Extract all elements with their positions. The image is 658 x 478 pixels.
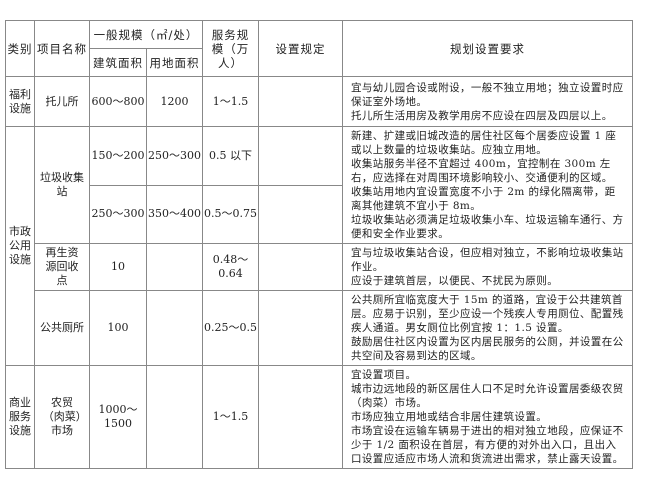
category-cell: 福利设施: [5, 76, 35, 127]
table-row: 商业服务设施 农贸（肉菜）市场 1000～1500 1～1.5 宜设置项目。 城…: [5, 365, 633, 469]
requirements-cell: 新建、扩建或旧城改造的居住社区每个居委应设置 1 座或以上数量的垃圾收集站。应独…: [342, 126, 633, 244]
requirement-line: 垃圾收集站必须满足垃圾收集小车、垃圾运输车通行、方便和安全作业要求。: [351, 214, 624, 240]
requirement-line: 宜与垃圾收集站合设，但应相对独立，不影响垃圾收集站作业。: [351, 247, 624, 273]
requirement-line: 新建、扩建或旧城改造的居住社区每个居委应设置 1 座或以上数量的垃圾收集站。应独…: [351, 130, 617, 156]
name-cell: 农贸（肉菜）市场: [34, 365, 90, 469]
building-area-cell: 600～800: [89, 76, 147, 127]
requirement-line: 城市边远地段的新区居住人口不足时允许设置居委级农贸（肉菜）市场。: [351, 383, 624, 409]
rules-cell: [258, 290, 343, 366]
requirements-cell: 宜与垃圾收集站合设，但应相对独立，不影响垃圾收集站作业。 应设于建筑首层，以便民…: [342, 243, 633, 291]
rules-cell: [258, 243, 343, 291]
service-scale-cell: 0.25～0.5: [202, 290, 259, 366]
name-cell: 垃圾收集站: [34, 126, 90, 244]
land-area-cell: [146, 243, 203, 291]
requirements-cell: 宜设置项目。 城市边远地段的新区居住人口不足时允许设置居委级农贸（肉菜）市场。 …: [342, 365, 633, 469]
service-scale-cell: 0.5 以下: [202, 126, 259, 186]
requirement-line: 市场应独立用地或结合非居住建筑设置。: [351, 411, 548, 423]
header-scale-group: 一般规模（㎡/处）: [89, 20, 203, 49]
requirements-cell: 公共厕所宜临宽度大于 15m 的道路，宜设于公共建筑首层。应易于识别，至少应设一…: [342, 290, 633, 366]
requirement-line: 鼓励居住社区内设置为区内居民服务的公厕，并设置在公共空间及容易到达的区域。: [351, 336, 624, 362]
name-cell: 再生资源回收点: [34, 243, 90, 291]
table-row: 再生资源回收点 10 0.48～0.64 宜与垃圾收集站合设，但应相对独立，不影…: [6, 243, 633, 291]
building-area-cell: 250～300: [89, 184, 147, 244]
building-area-cell: 100: [89, 290, 147, 366]
land-area-cell: 350～400: [146, 184, 203, 244]
requirements-cell: 宜与幼儿园合设或附设，一般不独立用地；独立设置时应保证室外场地。 托儿所生活用房…: [342, 76, 633, 127]
requirement-line: 宜设置项目。: [351, 369, 417, 381]
requirement-line: 应设于建筑首层，以便民、不扰民为原则。: [351, 275, 559, 287]
header-requirements: 规划设置要求: [342, 20, 633, 77]
category-cell: 商业服务设施: [5, 365, 35, 469]
table-row: 福利设施 托儿所 600～800 1200 1～1.5 宜与幼儿园合设或附设，一…: [5, 76, 633, 127]
name-cell: 托儿所: [34, 76, 90, 127]
land-area-cell: [146, 365, 203, 469]
service-scale-cell: 0.5～0.75: [202, 184, 259, 244]
land-area-cell: 250～300: [146, 126, 203, 186]
header-service-scale: 服务规模（万人）: [202, 20, 259, 77]
requirement-line: 托儿所生活用房及教学用房不应设在四层及四层以上。: [351, 109, 613, 122]
rules-cell: [258, 184, 343, 244]
service-scale-cell: 1～1.5: [202, 76, 259, 127]
requirement-line: 公共厕所宜临宽度大于 15m 的道路，宜设于公共建筑首层。应易于识别，至少应设一…: [351, 294, 624, 334]
category-cell: 市政公用设施: [5, 126, 35, 366]
name-cell: 公共厕所: [34, 290, 90, 366]
land-area-cell: [146, 290, 203, 366]
table-row: 250～300 350～400 0.5～0.75: [6, 184, 633, 244]
header-rules: 设置规定: [258, 20, 343, 77]
building-area-cell: 1000～1500: [89, 365, 147, 469]
header-building-area: 建筑面积: [89, 48, 147, 77]
requirement-line: 宜与幼儿园合设或附设，一般不独立用地；独立设置时应保证室外场地。: [351, 81, 624, 108]
header-land-area: 用地面积: [146, 48, 203, 77]
requirement-line: 市场宜设在运输车辆易于进出的相对独立地段，应保证不少于 1/2 面积设在首层，有…: [351, 425, 624, 465]
service-scale-cell: 0.48～0.64: [202, 243, 259, 291]
header-category: 类别: [5, 20, 35, 77]
rules-cell: [258, 126, 343, 186]
requirement-line: 收集站用地内宜设置宽度不小于 2m 的绿化隔离带，距离其他建筑不宜小于 8m。: [351, 186, 616, 212]
building-area-cell: 10: [89, 243, 147, 291]
table-row: 市政公用设施 垃圾收集站 150～200 250～300 0.5 以下 新建、扩…: [5, 126, 633, 366]
requirement-line: 收集站服务半径不宜超过 400m，宜控制在 300m 左右，应选择在对周围环境影…: [351, 158, 613, 184]
land-area-cell: 1200: [146, 76, 203, 127]
building-area-cell: 150～200: [89, 126, 147, 186]
service-scale-cell: 1～1.5: [202, 365, 259, 469]
table-row: 公共厕所 100 0.25～0.5 公共厕所宜临宽度大于 15m 的道路，宜设于…: [6, 290, 633, 366]
rules-cell: [258, 76, 343, 127]
rules-cell: [258, 365, 343, 469]
facility-table: 类别 项目名称 一般规模（㎡/处） 服务规模（万人） 设置规定 规划设置要求 建…: [5, 20, 633, 469]
header-name: 项目名称: [34, 20, 90, 77]
